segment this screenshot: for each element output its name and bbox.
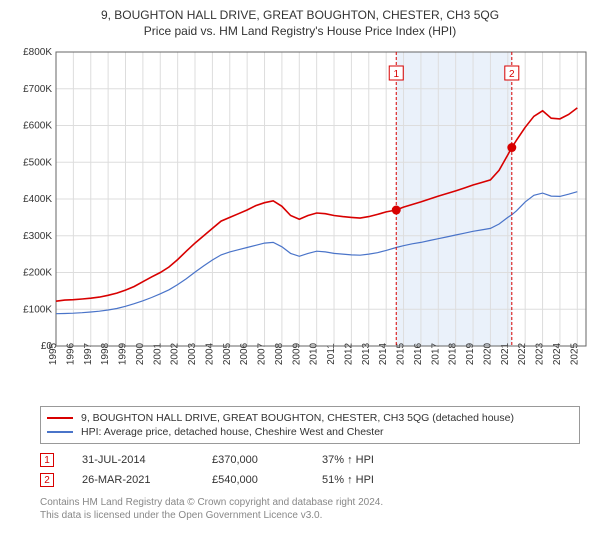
sale-marker-icon: 1 (40, 453, 54, 467)
footer-line: This data is licensed under the Open Gov… (40, 509, 588, 522)
sale-price: £370,000 (212, 454, 322, 466)
svg-text:£200K: £200K (23, 268, 52, 279)
svg-text:£500K: £500K (23, 157, 52, 168)
chart-title: 9, BOUGHTON HALL DRIVE, GREAT BOUGHTON, … (10, 8, 590, 22)
sale-date: 31-JUL-2014 (82, 454, 212, 466)
legend-item: HPI: Average price, detached house, Ches… (47, 425, 573, 439)
svg-text:2: 2 (509, 69, 515, 80)
svg-text:1: 1 (393, 69, 399, 80)
sale-date: 26-MAR-2021 (82, 474, 212, 486)
sale-pct: 51% ↑ HPI (322, 474, 442, 486)
line-chart: £0£100K£200K£300K£400K£500K£600K£700K£80… (10, 46, 590, 396)
sale-pct: 37% ↑ HPI (322, 454, 442, 466)
svg-text:£400K: £400K (23, 194, 52, 205)
legend-item: 9, BOUGHTON HALL DRIVE, GREAT BOUGHTON, … (47, 411, 573, 425)
svg-text:£700K: £700K (23, 84, 52, 95)
chart-area: £0£100K£200K£300K£400K£500K£600K£700K£80… (10, 46, 590, 396)
footer: Contains HM Land Registry data © Crown c… (40, 496, 588, 522)
sale-row: 2 26-MAR-2021 £540,000 51% ↑ HPI (40, 470, 580, 490)
svg-text:£800K: £800K (23, 47, 52, 58)
sale-row: 1 31-JUL-2014 £370,000 37% ↑ HPI (40, 450, 580, 470)
svg-text:£600K: £600K (23, 121, 52, 132)
legend-label: 9, BOUGHTON HALL DRIVE, GREAT BOUGHTON, … (81, 412, 514, 424)
legend-swatch-icon (47, 417, 73, 419)
svg-text:£100K: £100K (23, 304, 52, 315)
svg-text:£300K: £300K (23, 231, 52, 242)
sales-list: 1 31-JUL-2014 £370,000 37% ↑ HPI 2 26-MA… (40, 450, 580, 490)
footer-line: Contains HM Land Registry data © Crown c… (40, 496, 588, 509)
chart-container: 9, BOUGHTON HALL DRIVE, GREAT BOUGHTON, … (0, 0, 600, 526)
chart-subtitle: Price paid vs. HM Land Registry's House … (10, 24, 590, 38)
sale-price: £540,000 (212, 474, 322, 486)
legend: 9, BOUGHTON HALL DRIVE, GREAT BOUGHTON, … (40, 406, 580, 444)
legend-label: HPI: Average price, detached house, Ches… (81, 426, 384, 438)
sale-marker-icon: 2 (40, 473, 54, 487)
legend-swatch-icon (47, 431, 73, 433)
